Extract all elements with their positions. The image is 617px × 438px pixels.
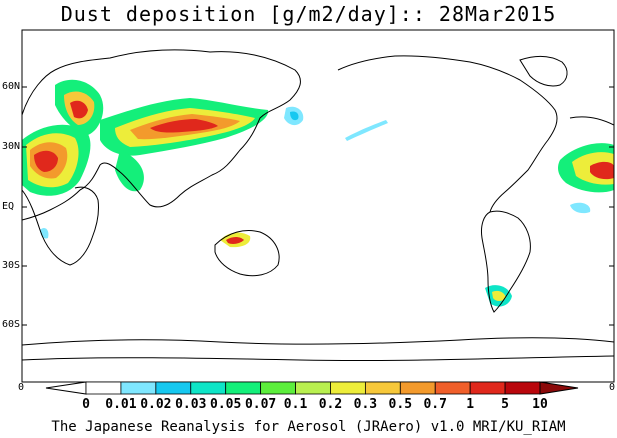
lat-label-30s: 30S <box>2 260 21 271</box>
credit-line: The Japanese Reanalysis for Aerosol (JRA… <box>51 419 566 435</box>
colorbar-arrow-right <box>539 381 579 395</box>
colorbar-tick-label: 0.3 <box>353 397 378 412</box>
corner-label-right: 0 <box>609 382 616 393</box>
dust-plumes <box>22 79 614 307</box>
colorbar-segment <box>364 381 401 395</box>
colorbar-tick-label: 1 <box>466 397 475 412</box>
colorbar-tick-label: 0.02 <box>140 397 172 412</box>
lat-label-60s: 60S <box>2 319 21 330</box>
colorbar-tick-label: 10 <box>532 397 548 412</box>
colorbar-segment <box>85 381 122 395</box>
corner-label-left: 0 <box>18 382 25 393</box>
colorbar-arrow-left <box>45 381 87 395</box>
lat-label-30n: 30N <box>2 141 21 152</box>
colorbar-segment <box>434 381 471 395</box>
colorbar-tick-label: 0 <box>82 397 90 412</box>
colorbar-tick-label: 0.01 <box>105 397 137 412</box>
colorbar-tick-label: 0.7 <box>423 397 447 412</box>
colorbar-segment <box>155 381 192 395</box>
colorbar-tick-label: 0.05 <box>210 397 242 412</box>
colorbar-segment <box>225 381 262 395</box>
lat-label-60n: 60N <box>2 81 21 92</box>
colorbar-tick-label: 0.07 <box>244 397 277 412</box>
colorbar-segment <box>120 381 157 395</box>
map-frame <box>21 29 615 383</box>
colorbar-segment <box>260 381 296 395</box>
colorbar-tick-label: 0.03 <box>175 397 207 412</box>
colorbar-segment <box>330 381 366 395</box>
colorbar-tick-label: 0.2 <box>318 397 343 412</box>
lat-label-eq: EQ <box>2 201 15 212</box>
colorbar-tick-label: 5 <box>501 397 509 412</box>
colorbar <box>45 381 579 395</box>
coastlines <box>22 49 614 362</box>
colorbar-segment <box>469 381 506 395</box>
colorbar-segment <box>190 381 227 395</box>
colorbar-segment <box>295 381 331 395</box>
colorbar-tick-label: 0.5 <box>388 397 413 412</box>
colorbar-segment <box>504 381 541 395</box>
colorbar-tick-label: 0.1 <box>283 397 308 412</box>
colorbar-segment <box>399 381 436 395</box>
lat-ticks <box>22 86 614 326</box>
map-title: Dust deposition [g/m2/day]:: 28Mar2015 <box>60 2 557 26</box>
